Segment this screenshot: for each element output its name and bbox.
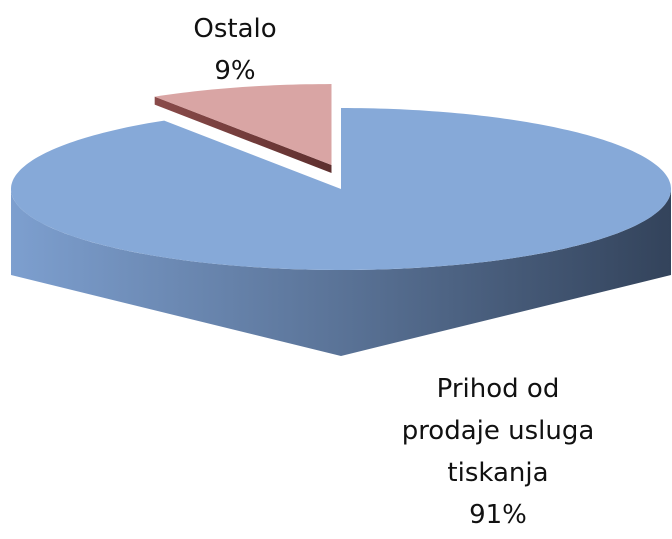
slice-value-label: 91% <box>469 500 527 530</box>
slice-value-label: 9% <box>214 56 256 86</box>
slice-cut <box>154 96 332 174</box>
slice-side <box>11 189 671 356</box>
slice-label: Prihod od prodaje usluga tiskanja <box>401 374 595 488</box>
slice <box>11 108 671 270</box>
slice <box>154 84 332 166</box>
slice-label: Ostalo <box>193 14 277 44</box>
